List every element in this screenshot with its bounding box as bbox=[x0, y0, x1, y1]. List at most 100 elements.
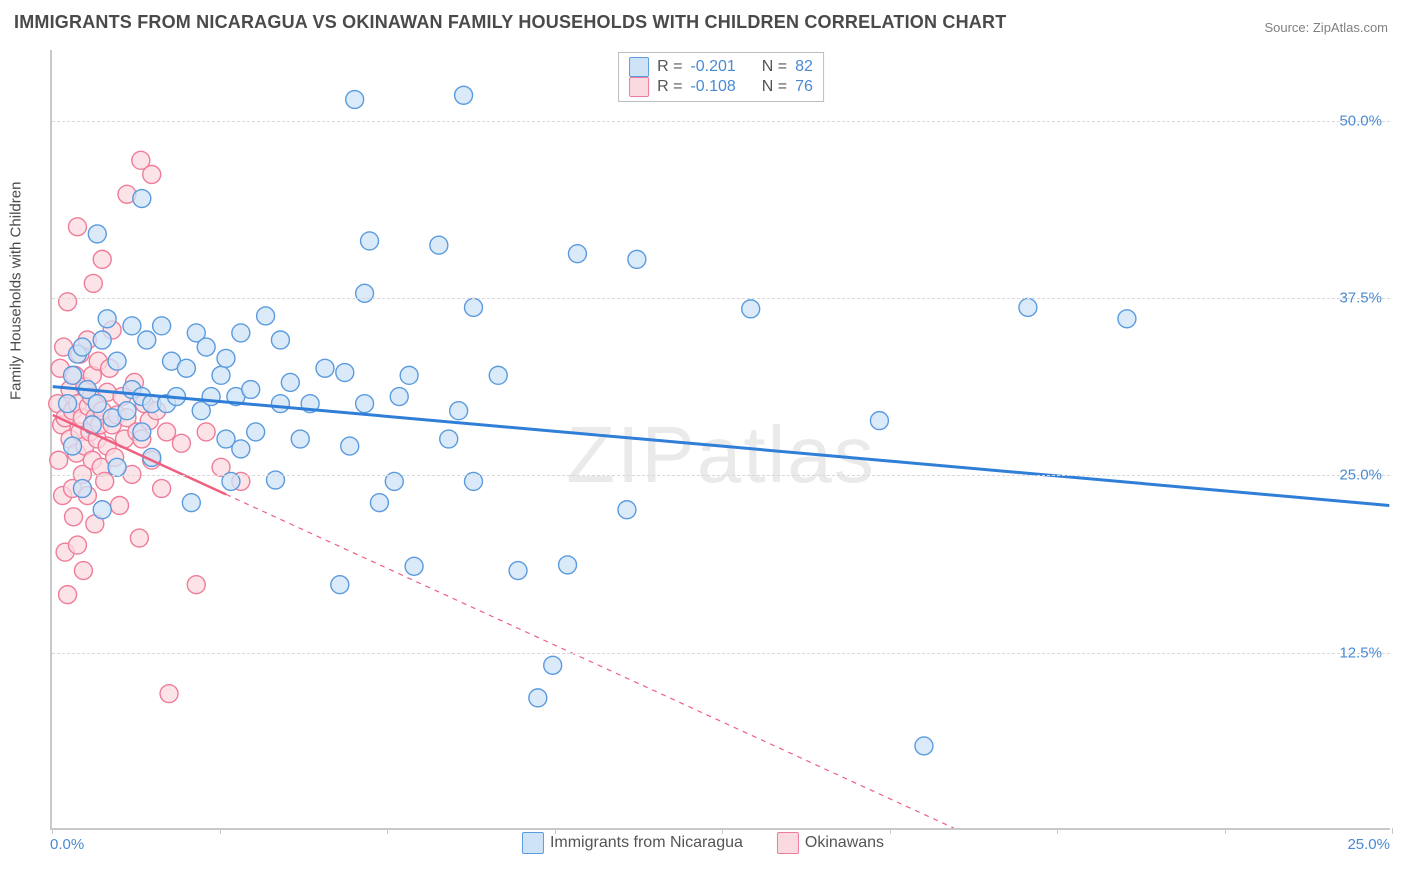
data-point bbox=[400, 366, 418, 384]
data-point bbox=[568, 245, 586, 263]
data-point bbox=[59, 395, 77, 413]
data-point bbox=[870, 412, 888, 430]
gridline bbox=[52, 121, 1390, 122]
data-point bbox=[281, 373, 299, 391]
data-point bbox=[153, 480, 171, 498]
data-point bbox=[177, 359, 195, 377]
chart-container: IMMIGRANTS FROM NICARAGUA VS OKINAWAN FA… bbox=[0, 0, 1406, 892]
x-tick bbox=[1392, 828, 1393, 834]
chart-title: IMMIGRANTS FROM NICARAGUA VS OKINAWAN FA… bbox=[14, 12, 1006, 33]
data-point bbox=[331, 576, 349, 594]
legend-swatch-2 bbox=[629, 77, 649, 97]
legend-row-1: R = -0.201 N = 82 bbox=[629, 57, 813, 77]
x-tick bbox=[220, 828, 221, 834]
correlation-legend: R = -0.201 N = 82 R = -0.108 N = 76 bbox=[618, 52, 824, 102]
data-point bbox=[88, 225, 106, 243]
legend-r-val-1: -0.201 bbox=[690, 58, 735, 76]
data-point bbox=[489, 366, 507, 384]
data-point bbox=[98, 310, 116, 328]
data-point bbox=[242, 381, 260, 399]
data-point bbox=[544, 656, 562, 674]
data-point bbox=[111, 497, 129, 515]
data-point bbox=[370, 494, 388, 512]
data-point bbox=[73, 480, 91, 498]
x-tick bbox=[387, 828, 388, 834]
data-point bbox=[336, 364, 354, 382]
data-point bbox=[133, 423, 151, 441]
data-point bbox=[202, 388, 220, 406]
data-point bbox=[138, 331, 156, 349]
data-point bbox=[217, 349, 235, 367]
data-point bbox=[915, 737, 933, 755]
data-point bbox=[271, 395, 289, 413]
x-tick bbox=[52, 828, 53, 834]
data-point bbox=[50, 451, 68, 469]
data-point bbox=[172, 434, 190, 452]
series-legend: Immigrants from Nicaragua Okinawans bbox=[522, 832, 884, 854]
x-tick-label: 0.0% bbox=[50, 836, 84, 853]
data-point bbox=[143, 166, 161, 184]
data-point bbox=[271, 331, 289, 349]
legend-label-series1: Immigrants from Nicaragua bbox=[550, 834, 743, 852]
legend-label-series2: Okinawans bbox=[805, 834, 884, 852]
data-point bbox=[108, 352, 126, 370]
data-point bbox=[88, 395, 106, 413]
data-point bbox=[93, 501, 111, 519]
data-point bbox=[182, 494, 200, 512]
data-point bbox=[64, 437, 82, 455]
data-point bbox=[133, 190, 151, 208]
data-point bbox=[267, 471, 285, 489]
legend-item-2: Okinawans bbox=[777, 832, 884, 854]
source-label: Source: ZipAtlas.com bbox=[1264, 20, 1388, 35]
legend-r-val-2: -0.108 bbox=[690, 78, 735, 96]
data-point bbox=[430, 236, 448, 254]
legend-n-label-1: N = bbox=[762, 58, 787, 76]
data-point bbox=[465, 298, 483, 316]
data-point bbox=[123, 317, 141, 335]
plot-area: ZIPatlas R = -0.201 N = 82 R = -0.108 N … bbox=[50, 50, 1390, 830]
y-tick-label: 50.0% bbox=[1339, 112, 1382, 129]
y-tick-label: 12.5% bbox=[1339, 644, 1382, 661]
data-point bbox=[1118, 310, 1136, 328]
y-tick-label: 25.0% bbox=[1339, 467, 1382, 484]
data-point bbox=[390, 388, 408, 406]
data-point bbox=[356, 284, 374, 302]
data-point bbox=[291, 430, 309, 448]
data-point bbox=[84, 274, 102, 292]
legend-row-2: R = -0.108 N = 76 bbox=[629, 77, 813, 97]
y-tick-label: 37.5% bbox=[1339, 290, 1382, 307]
data-point bbox=[440, 430, 458, 448]
data-point bbox=[450, 402, 468, 420]
data-point bbox=[742, 300, 760, 318]
data-point bbox=[74, 562, 92, 580]
data-point bbox=[455, 86, 473, 104]
legend-swatch-series2 bbox=[777, 832, 799, 854]
x-tick-label: 25.0% bbox=[1347, 836, 1390, 853]
legend-swatch-series1 bbox=[522, 832, 544, 854]
data-point bbox=[405, 557, 423, 575]
data-point bbox=[160, 685, 178, 703]
x-tick bbox=[1225, 828, 1226, 834]
data-point bbox=[212, 366, 230, 384]
data-point bbox=[59, 586, 77, 604]
legend-swatch-1 bbox=[629, 57, 649, 77]
data-point bbox=[1019, 298, 1037, 316]
data-point bbox=[65, 508, 83, 526]
data-point bbox=[197, 338, 215, 356]
data-point bbox=[93, 250, 111, 268]
legend-r-label-2: R = bbox=[657, 78, 682, 96]
data-point bbox=[118, 402, 136, 420]
plot-svg bbox=[52, 50, 1390, 828]
legend-n-val-1: 82 bbox=[795, 58, 813, 76]
data-point bbox=[153, 317, 171, 335]
data-point bbox=[68, 536, 86, 554]
data-point bbox=[64, 366, 82, 384]
data-point bbox=[108, 458, 126, 476]
data-point bbox=[68, 218, 86, 236]
x-tick bbox=[890, 828, 891, 834]
gridline bbox=[52, 653, 1390, 654]
data-point bbox=[158, 423, 176, 441]
legend-r-label-1: R = bbox=[657, 58, 682, 76]
data-point bbox=[93, 331, 111, 349]
x-tick bbox=[1057, 828, 1058, 834]
